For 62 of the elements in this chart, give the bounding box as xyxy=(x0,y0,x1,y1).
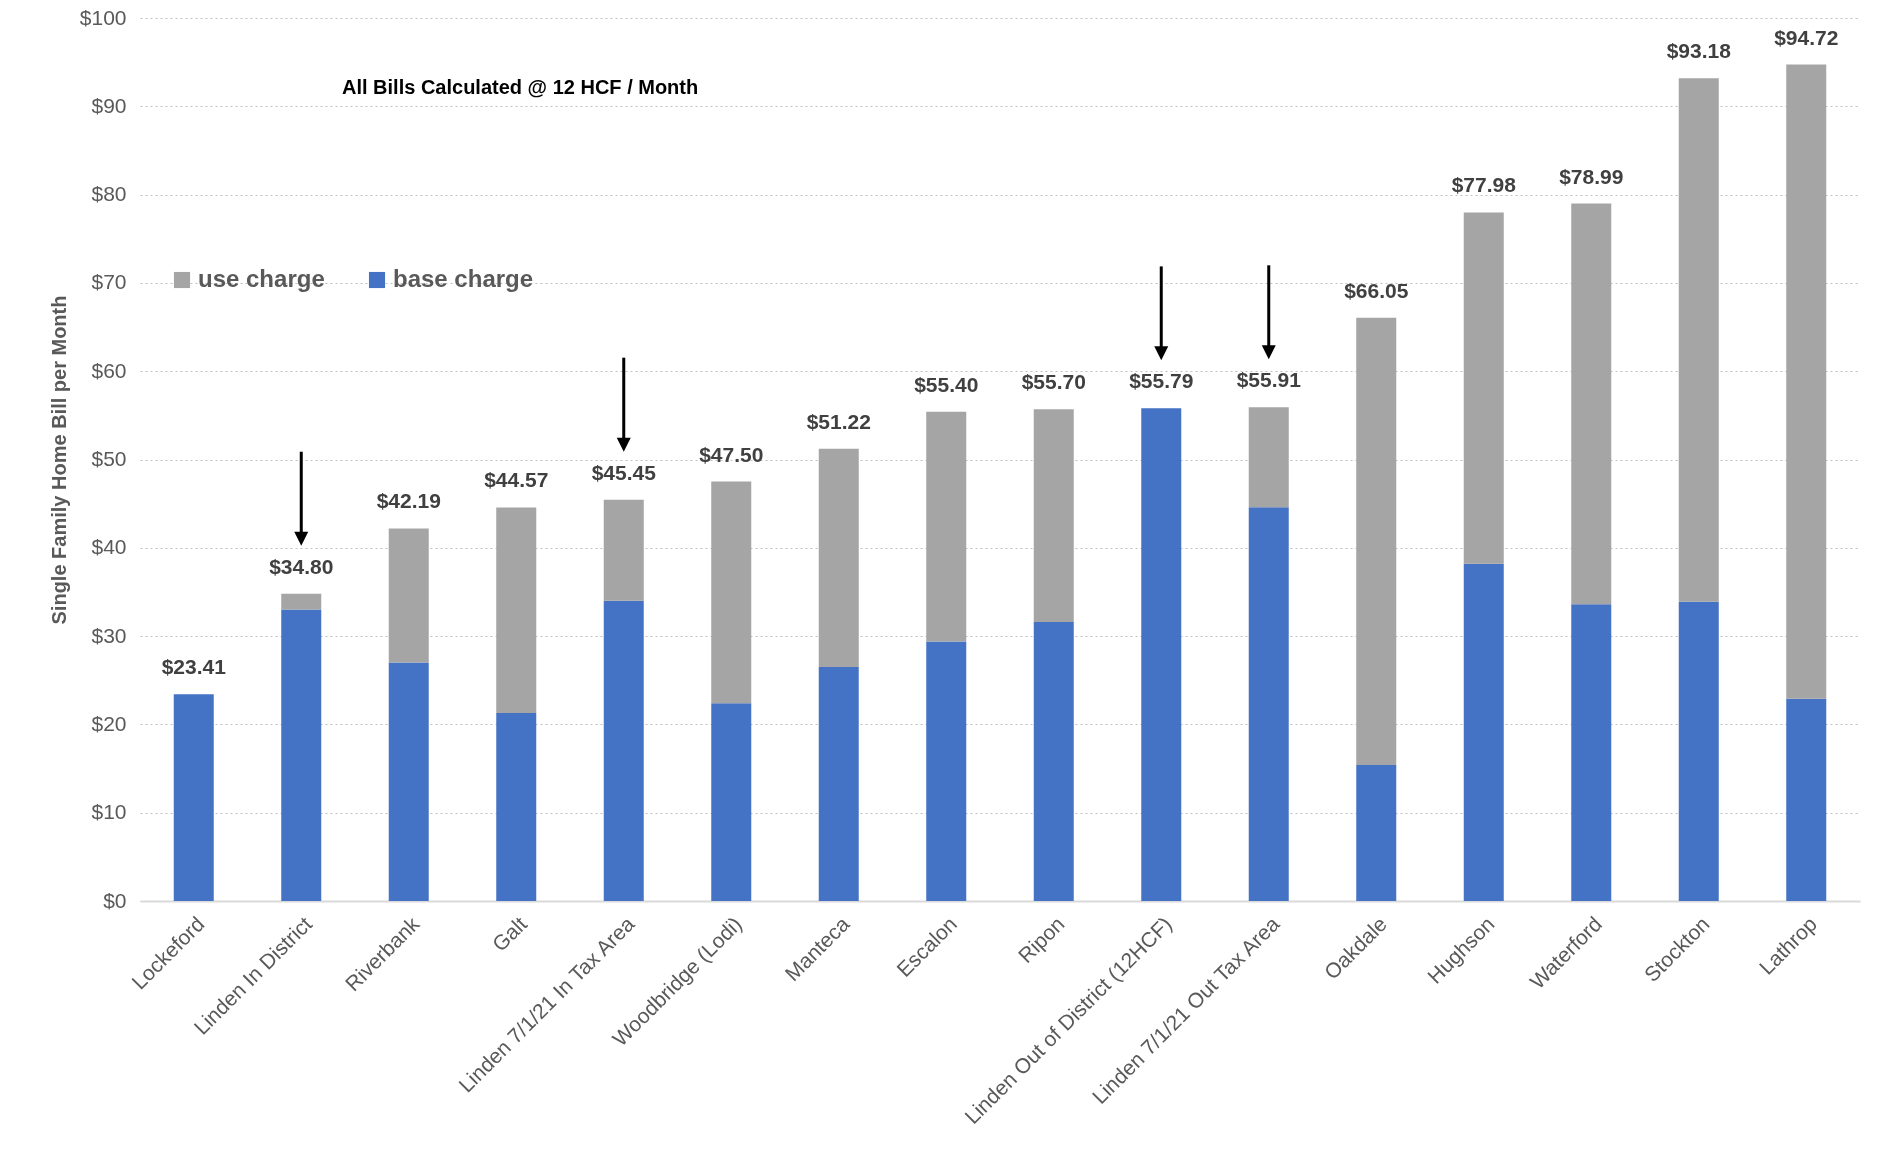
y-tick-label: $70 xyxy=(91,270,127,294)
y-tick-label: $90 xyxy=(91,93,127,117)
total-label: $55.79 xyxy=(1129,369,1194,393)
bar xyxy=(1571,203,1612,605)
bar xyxy=(281,593,322,610)
total-label: $55.91 xyxy=(1236,368,1302,392)
bar xyxy=(603,600,644,901)
bar xyxy=(1678,78,1719,602)
bar xyxy=(1248,407,1289,508)
total-label: $42.19 xyxy=(376,489,441,513)
y-tick-label: $80 xyxy=(91,182,127,206)
bar xyxy=(1786,698,1827,901)
y-tick-label: $20 xyxy=(91,711,127,735)
y-tick-label: $50 xyxy=(91,447,127,470)
bar xyxy=(1463,212,1504,564)
legend-label: base charge xyxy=(393,265,534,292)
total-label: $55.40 xyxy=(914,372,979,396)
bar xyxy=(818,448,859,668)
total-label: $78.99 xyxy=(1559,164,1624,188)
bar xyxy=(926,411,967,642)
total-label: $34.80 xyxy=(269,554,334,578)
total-label: $94.72 xyxy=(1774,25,1839,49)
bar xyxy=(1033,621,1074,901)
bar xyxy=(1356,317,1397,766)
total-label: $93.18 xyxy=(1666,39,1732,63)
bar xyxy=(496,712,537,901)
bar xyxy=(711,703,752,901)
bar xyxy=(1248,507,1289,901)
total-label: $45.45 xyxy=(591,460,657,484)
bar xyxy=(1678,601,1719,901)
y-tick-label: $40 xyxy=(91,535,127,559)
total-label: $47.50 xyxy=(699,442,764,466)
annotation: All Bills Calculated @ 12 HCF / Month xyxy=(342,76,699,98)
bar xyxy=(1786,64,1827,699)
y-tick-label: $100 xyxy=(79,5,127,29)
bar xyxy=(173,694,214,901)
bar xyxy=(1033,409,1074,622)
total-label: $77.98 xyxy=(1451,173,1517,197)
bar xyxy=(388,528,429,663)
bar xyxy=(711,481,752,704)
bar xyxy=(388,662,429,901)
y-tick-label: $0 xyxy=(103,888,127,912)
y-tick-label: $10 xyxy=(91,800,127,824)
y-tick-label: $60 xyxy=(91,358,127,382)
bar xyxy=(281,609,322,901)
bar xyxy=(603,499,644,601)
bar xyxy=(1571,604,1612,901)
bar xyxy=(1463,563,1504,901)
y-axis-title: Single Family Home Bill per Month xyxy=(47,295,70,625)
total-label: $44.57 xyxy=(484,468,549,492)
bar xyxy=(1356,765,1397,901)
total-label: $51.22 xyxy=(806,409,871,433)
x-tick-label: Galt xyxy=(487,911,532,956)
total-label: $66.05 xyxy=(1344,278,1409,302)
y-tick-label: $30 xyxy=(91,623,127,647)
bar xyxy=(926,641,967,901)
total-label: $23.41 xyxy=(161,655,227,679)
legend-label: use charge xyxy=(198,265,325,292)
bar xyxy=(818,667,859,901)
bar xyxy=(496,507,537,713)
bar xyxy=(1141,408,1182,901)
total-label: $55.70 xyxy=(1021,370,1086,394)
